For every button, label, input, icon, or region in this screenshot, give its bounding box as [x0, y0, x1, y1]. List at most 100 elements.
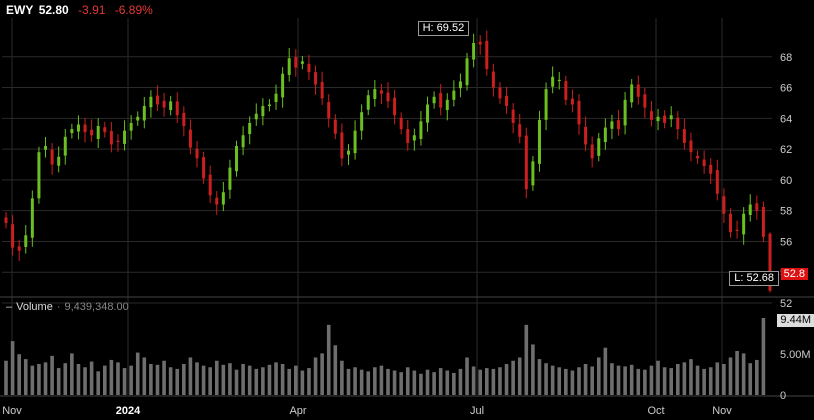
volume-tick-label: 5.00M	[780, 349, 811, 361]
volume-bar	[583, 364, 588, 395]
period-low-label: L: 52.68	[729, 271, 779, 286]
candle-body	[360, 112, 364, 131]
volume-bar	[438, 368, 443, 395]
candle-body	[162, 100, 166, 108]
candle-body	[44, 146, 48, 150]
volume-panel-label[interactable]: – Volume · 9,439,348.00	[6, 301, 129, 313]
volume-bar	[682, 362, 687, 395]
price-change-percent: -6.89%	[114, 3, 153, 17]
candle-body	[63, 136, 67, 156]
volume-bar	[761, 318, 766, 395]
last-price: 52.80	[38, 3, 69, 17]
volume-value: 9,439,348.00	[64, 301, 129, 313]
volume-title: Volume	[16, 301, 53, 313]
volume-bar	[452, 372, 456, 395]
volume-bar	[636, 368, 641, 395]
candle-body	[669, 115, 673, 120]
volume-bar	[537, 359, 542, 395]
candle-body	[294, 57, 298, 68]
candle-body	[472, 42, 476, 60]
volume-bar	[208, 367, 212, 395]
volume-bar	[643, 369, 647, 395]
volume-bar	[241, 364, 245, 395]
volume-bar	[333, 345, 338, 395]
candle-body	[715, 170, 719, 194]
candle-body	[722, 196, 726, 214]
date-tick-label: Nov	[712, 405, 732, 417]
candle-body	[458, 81, 462, 89]
candle-body	[109, 130, 113, 145]
candle-body	[735, 229, 739, 231]
volume-bar	[274, 362, 278, 395]
date-tick-label: Apr	[289, 405, 306, 417]
volume-bar	[386, 368, 390, 395]
volume-bar	[23, 359, 28, 395]
volume-bar	[188, 357, 193, 395]
volume-bar	[517, 357, 522, 395]
candle-body	[24, 235, 28, 247]
candle-body	[584, 126, 588, 145]
candle-body	[728, 213, 732, 233]
candle-body	[90, 129, 94, 136]
candle-body	[676, 117, 680, 130]
candle-body	[696, 155, 700, 159]
candle-body	[254, 113, 258, 120]
candle-body	[531, 161, 535, 186]
volume-bar	[116, 362, 120, 395]
volume-bar	[234, 369, 239, 395]
candle-body	[155, 95, 159, 105]
volume-bar	[50, 355, 54, 395]
volume-bar	[135, 352, 140, 395]
volume-bar	[83, 367, 87, 395]
candle-body	[570, 98, 574, 105]
volume-series	[4, 318, 766, 395]
candle-body	[761, 206, 765, 237]
volume-bar	[155, 364, 160, 395]
volume-bar	[30, 365, 35, 395]
volume-bar	[445, 370, 450, 395]
volume-bar	[590, 366, 594, 395]
volume-bar	[359, 369, 364, 395]
volume-bar	[419, 373, 423, 395]
candle-body	[182, 112, 186, 127]
candle-body	[248, 122, 252, 135]
volume-bar	[293, 365, 298, 395]
candle-body	[742, 213, 746, 235]
candle-body	[267, 104, 271, 107]
candle-body	[630, 84, 634, 103]
volume-bar	[728, 357, 733, 395]
candle-body	[340, 132, 344, 159]
volume-bar	[122, 368, 127, 395]
date-tick-label: 2024	[116, 405, 141, 417]
volume-bar	[175, 368, 180, 395]
collapse-dash-icon[interactable]: –	[6, 301, 13, 313]
candle-body	[353, 130, 357, 154]
candle-body	[4, 217, 8, 223]
candle-body	[386, 92, 390, 102]
candle-body	[373, 89, 377, 99]
candlestick-series	[4, 30, 772, 293]
candle-body	[610, 121, 614, 129]
volume-bar	[564, 368, 568, 395]
candle-body	[511, 109, 515, 123]
candle-body	[30, 198, 34, 238]
volume-bar	[287, 368, 292, 395]
volume-bar	[195, 362, 199, 395]
candle-body	[17, 246, 21, 251]
candle-body	[590, 144, 594, 159]
volume-bar	[109, 359, 114, 395]
candle-body	[663, 115, 667, 123]
candle-body	[551, 76, 555, 87]
candle-body	[142, 106, 146, 121]
volume-bar	[708, 367, 713, 395]
date-tick-label: Nov	[2, 405, 22, 417]
candle-body	[307, 63, 311, 73]
candle-body	[195, 148, 199, 159]
volume-bar	[511, 360, 515, 395]
volume-bar	[478, 369, 483, 395]
candle-body	[314, 72, 318, 85]
price-tick-label: 60	[780, 175, 792, 187]
volume-bar	[10, 341, 15, 395]
candle-body	[524, 135, 528, 190]
